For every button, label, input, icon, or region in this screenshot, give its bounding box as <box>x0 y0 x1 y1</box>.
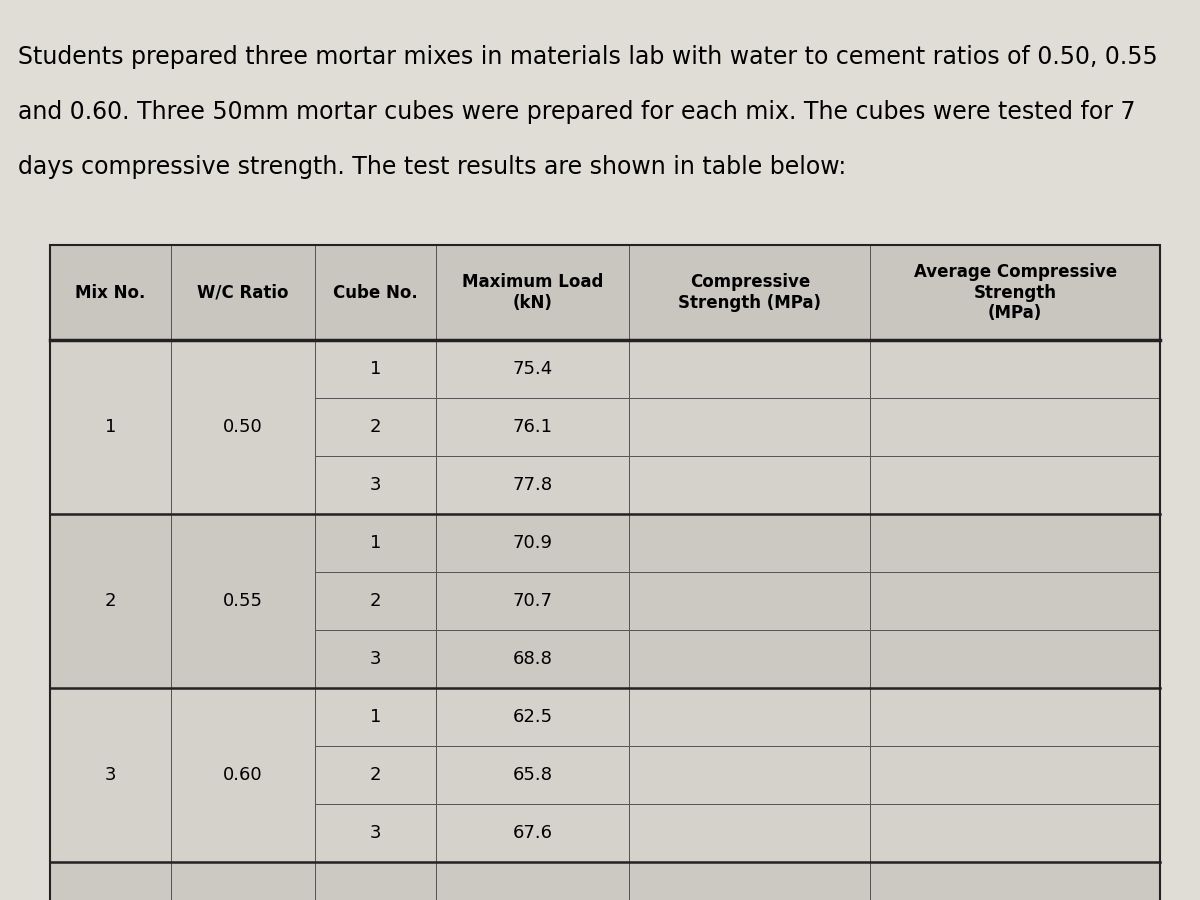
Text: 76.1: 76.1 <box>512 418 553 436</box>
Bar <box>870 398 1160 456</box>
Bar <box>870 245 1160 340</box>
Bar <box>436 862 629 900</box>
Bar <box>50 514 170 688</box>
Text: 65.8: 65.8 <box>512 766 553 784</box>
Bar <box>629 456 870 514</box>
Bar <box>870 630 1160 688</box>
Bar <box>870 746 1160 804</box>
Text: 1: 1 <box>370 534 382 552</box>
Bar <box>50 340 170 514</box>
Bar <box>316 746 436 804</box>
Bar <box>436 572 629 630</box>
Text: 3: 3 <box>370 650 382 668</box>
Text: Cube No.: Cube No. <box>334 284 418 302</box>
Bar <box>170 340 316 514</box>
Text: 62.5: 62.5 <box>512 708 553 726</box>
Bar <box>870 862 1160 900</box>
Bar <box>316 688 436 746</box>
Text: Average Compressive
Strength
(MPa): Average Compressive Strength (MPa) <box>913 263 1117 322</box>
Bar <box>629 398 870 456</box>
Bar <box>870 688 1160 746</box>
Bar <box>436 398 629 456</box>
Bar <box>316 398 436 456</box>
Bar <box>170 245 316 340</box>
Text: 2: 2 <box>370 418 382 436</box>
Text: Mix No.: Mix No. <box>76 284 145 302</box>
Text: 0.60: 0.60 <box>223 766 263 784</box>
Text: and 0.60. Three 50mm mortar cubes were prepared for each mix. The cubes were tes: and 0.60. Three 50mm mortar cubes were p… <box>18 100 1135 124</box>
Bar <box>50 862 170 900</box>
Bar <box>629 804 870 862</box>
Bar <box>436 746 629 804</box>
Text: 68.8: 68.8 <box>512 650 552 668</box>
Text: Students prepared three mortar mixes in materials lab with water to cement ratio: Students prepared three mortar mixes in … <box>18 45 1158 69</box>
Text: 75.4: 75.4 <box>512 360 553 378</box>
Text: 1: 1 <box>370 708 382 726</box>
Bar <box>170 862 316 900</box>
Text: 70.7: 70.7 <box>512 592 553 610</box>
Text: 1: 1 <box>104 418 116 436</box>
Bar <box>316 514 436 572</box>
Bar <box>316 572 436 630</box>
Bar <box>629 630 870 688</box>
Text: 0.55: 0.55 <box>223 592 263 610</box>
Bar <box>629 862 870 900</box>
Bar <box>870 456 1160 514</box>
Text: 77.8: 77.8 <box>512 476 553 494</box>
Bar <box>629 245 870 340</box>
Text: Compressive
Strength (MPa): Compressive Strength (MPa) <box>678 273 821 312</box>
Text: 0.50: 0.50 <box>223 418 263 436</box>
Bar <box>436 688 629 746</box>
Bar <box>170 514 316 688</box>
Text: 3: 3 <box>370 824 382 842</box>
Bar <box>316 245 436 340</box>
Text: 2: 2 <box>370 592 382 610</box>
Text: 67.6: 67.6 <box>512 824 553 842</box>
Bar <box>436 340 629 398</box>
Text: 3: 3 <box>370 476 382 494</box>
Text: Maximum Load
(kN): Maximum Load (kN) <box>462 273 604 312</box>
Bar <box>870 514 1160 572</box>
Bar <box>629 572 870 630</box>
Bar <box>316 456 436 514</box>
Text: days compressive strength. The test results are shown in table below:: days compressive strength. The test resu… <box>18 155 846 179</box>
Bar <box>50 245 170 340</box>
Text: W/C Ratio: W/C Ratio <box>197 284 289 302</box>
Bar <box>870 572 1160 630</box>
Bar <box>170 688 316 862</box>
Bar <box>629 688 870 746</box>
Bar <box>316 630 436 688</box>
Bar <box>629 514 870 572</box>
Bar <box>629 340 870 398</box>
Bar <box>436 245 629 340</box>
Bar <box>316 340 436 398</box>
Bar <box>629 746 870 804</box>
Bar <box>50 688 170 862</box>
Text: 2: 2 <box>104 592 116 610</box>
Bar <box>316 804 436 862</box>
Bar <box>870 340 1160 398</box>
Text: 2: 2 <box>370 766 382 784</box>
Text: 70.9: 70.9 <box>512 534 553 552</box>
Text: 1: 1 <box>370 360 382 378</box>
Bar <box>436 804 629 862</box>
Text: 3: 3 <box>104 766 116 784</box>
Bar <box>436 514 629 572</box>
Bar <box>50 245 1160 900</box>
Bar <box>316 862 436 900</box>
Bar <box>870 804 1160 862</box>
Bar <box>436 456 629 514</box>
Bar <box>436 630 629 688</box>
